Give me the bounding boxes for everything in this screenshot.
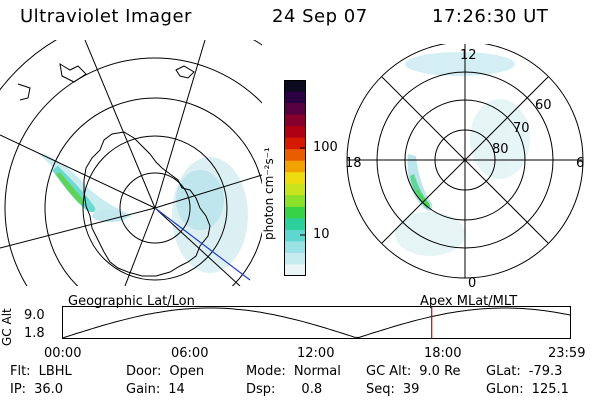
colorbar-segment	[284, 103, 306, 116]
colorbar-segment	[284, 160, 306, 173]
island-outline	[175, 65, 195, 79]
lat-label-70: 70	[513, 121, 530, 136]
lat-label-60: 60	[535, 98, 552, 113]
colorbar-segment	[284, 195, 306, 208]
alt-tick-high: 9.0	[24, 308, 45, 323]
colorbar-segment	[284, 264, 306, 276]
colorbar-segment	[284, 241, 306, 254]
aurora-emission	[395, 52, 530, 256]
colorbar-segment	[284, 137, 306, 150]
colorbar-segment	[284, 252, 306, 266]
alt-axis-label: GC Alt	[0, 308, 14, 346]
filter-info: Flt: LBHL	[10, 364, 72, 379]
time-tick-0000: 00:00	[44, 346, 82, 361]
mlt-axes	[347, 44, 583, 278]
coastline-fragment	[17, 83, 31, 101]
mlt-label-12: 12	[460, 48, 477, 63]
magnetic-meridian-line	[154, 207, 251, 281]
gc-altitude-info: GC Alt: 9.0 Re	[366, 364, 461, 379]
colorbar-segment	[284, 149, 306, 162]
geographic-map	[0, 40, 262, 286]
colorbar-tick-10: 10	[313, 227, 330, 242]
colorbar-segment	[284, 91, 306, 104]
color-scale-bar	[284, 80, 306, 276]
colorbar-segment	[284, 172, 306, 185]
colorbar-unit-label: photon cm⁻²s⁻¹	[262, 147, 276, 240]
time-tick-0600: 06:00	[171, 346, 209, 361]
colorbar-segment	[284, 183, 306, 196]
altitude-curve	[62, 307, 571, 339]
time-tick-1800: 18:00	[424, 346, 462, 361]
colorbar-segment	[284, 80, 306, 93]
app-title: Ultraviolet Imager	[20, 6, 192, 27]
mlt-label-18: 18	[345, 156, 362, 171]
mlt-polar-plot	[346, 44, 584, 279]
time-tick-2359: 23:59	[548, 346, 586, 361]
colorbar-segment	[284, 206, 306, 219]
antarctica-coastline	[83, 131, 211, 277]
sequence-info: Seq: 39	[366, 382, 420, 397]
gain-info: Gain: 14	[126, 382, 185, 397]
time-label: 17:26:30 UT	[432, 6, 549, 27]
apex-label: Apex MLat/MLT	[420, 294, 518, 309]
colorbar-segment	[284, 126, 306, 139]
altitude-strip-chart	[62, 306, 571, 339]
glat-info: GLat: -79.3	[486, 364, 563, 379]
mlt-label-6: 6	[576, 156, 585, 171]
glon-info: GLon: 125.1	[486, 382, 569, 397]
mode-info: Mode: Normal	[246, 364, 341, 379]
door-info: Door: Open	[126, 364, 205, 379]
colorbar-tick-100: 100	[313, 140, 338, 155]
ip-info: IP: 36.0	[10, 382, 64, 397]
geographic-label: Geographic Lat/Lon	[68, 294, 195, 309]
dsp-info: Dsp: 0.8	[246, 382, 323, 397]
latitude-circles	[0, 40, 262, 286]
meridian-lines	[0, 40, 262, 286]
aurora-emission	[36, 152, 248, 273]
island-outline	[59, 63, 87, 83]
colorbar-segment	[284, 218, 306, 231]
mlt-label-0: 0	[468, 276, 477, 291]
lat-label-80: 80	[492, 142, 509, 157]
colorbar-segment	[284, 229, 306, 243]
time-tick-1200: 12:00	[297, 346, 335, 361]
colorbar-segment	[284, 114, 306, 127]
alt-tick-low: 1.8	[24, 326, 45, 341]
date-label: 24 Sep 07	[272, 6, 368, 27]
